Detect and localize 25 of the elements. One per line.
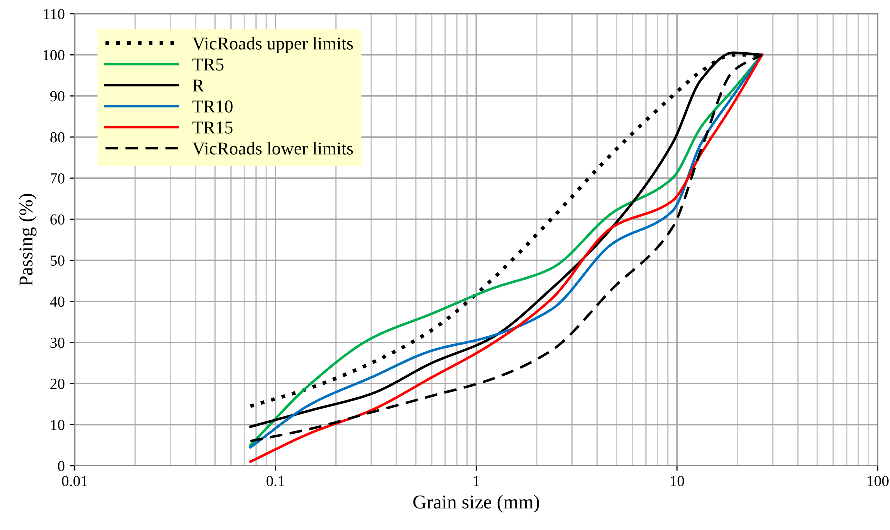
x-tick-label: 0.1 (266, 476, 284, 487)
x-tick-label: 1 (474, 476, 480, 486)
legend-label: R (192, 80, 204, 92)
legend-label: VicRoads upper limits (192, 37, 354, 54)
y-tick-label: 70 (51, 174, 65, 184)
legend-label: TR5 (192, 58, 224, 71)
x-tick-label: 0.01 (62, 476, 88, 487)
y-tick-label: 20 (50, 378, 65, 390)
y-tick-label: 40 (50, 296, 65, 308)
y-tick-label: 100 (44, 50, 65, 61)
x-tick-label: 100 (868, 476, 889, 486)
y-tick-label: 50 (50, 256, 65, 266)
y-tick-label: 0 (58, 461, 65, 472)
y-tick-label: 80 (50, 132, 65, 143)
y-tick-label: 30 (50, 338, 65, 348)
y-tick-label: 90 (50, 91, 65, 102)
x-axis-title: Grain size (mm) (414, 495, 540, 513)
x-tick-label: 10 (670, 476, 684, 486)
legend-label: VicRoads lower limits (192, 142, 354, 155)
legend-label: TR15 (192, 122, 233, 134)
y-tick-label: 110 (44, 9, 65, 20)
legend-label: TR10 (192, 100, 233, 113)
y-tick-label: 10 (51, 420, 65, 430)
y-tick-label: 60 (50, 214, 65, 225)
y-axis-title: Passing (%) (19, 194, 37, 286)
